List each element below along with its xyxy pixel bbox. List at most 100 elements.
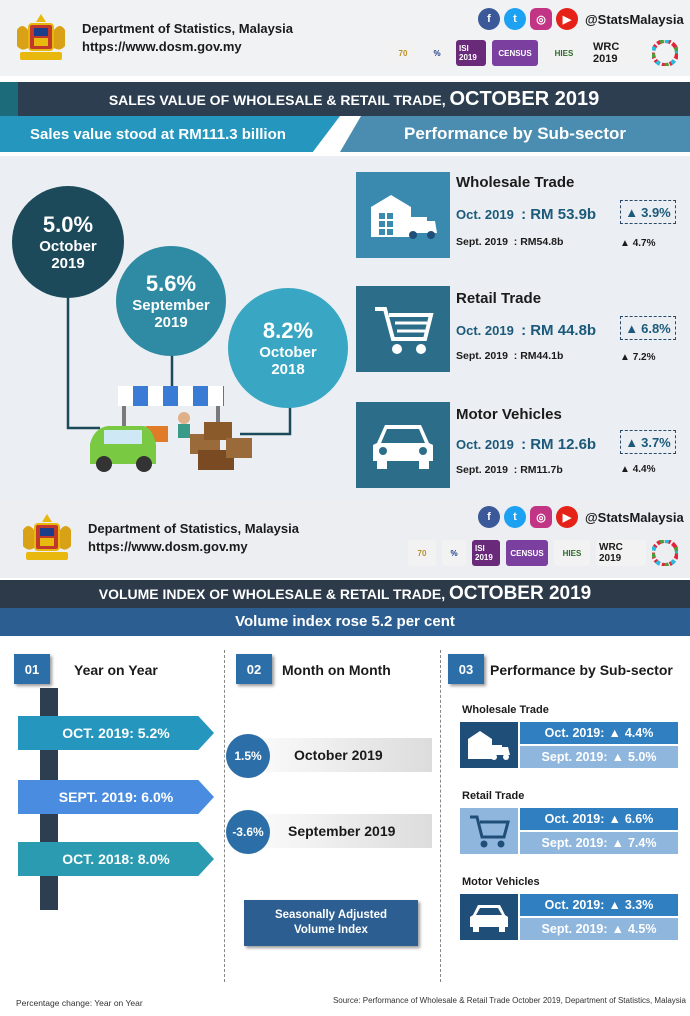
circle-year: 2019 — [51, 255, 85, 272]
sept-pct: 4.7% — [632, 238, 656, 249]
car-icon — [460, 894, 518, 940]
arrow-up-icon: ▲ — [608, 812, 621, 826]
arrow-up-icon: ▲ — [625, 320, 639, 336]
arrow-up-icon: ▲ — [611, 922, 624, 936]
oct-value: : RM 44.8b — [521, 322, 597, 339]
market-stall-illustration — [90, 386, 252, 472]
arrow-up-icon: ▲ — [620, 238, 630, 249]
ps-sept-pct: 4.5% — [627, 922, 657, 936]
hies-logo: HIES — [554, 540, 590, 566]
isi-logo: ISI 2019 — [456, 40, 486, 66]
volume-title-band: VOLUME INDEX OF WHOLESALE & RETAIL TRADE… — [0, 580, 690, 608]
ps-sept-label: Sept. 2019: — [541, 922, 608, 936]
instagram-icon[interactable]: ◎ — [530, 506, 552, 528]
circle-oct-2018: 8.2% October 2018 — [228, 288, 348, 408]
arrow-up-icon: ▲ — [620, 464, 630, 475]
sector-retail: Retail Trade Oct. 2019 : RM 44.8b ▲ 6.8% … — [356, 286, 690, 374]
header: Department of Statistics, Malaysia https… — [0, 0, 690, 76]
sector-wholesale: Wholesale Trade Oct. 2019 : RM 53.9b ▲ 3.… — [356, 172, 690, 260]
oct-pct: 3.9% — [641, 204, 671, 220]
ps-retail-sept: Sept. 2019: ▲ 7.4% — [520, 832, 678, 854]
source-note: Source: Performance of Wholesale & Retai… — [332, 996, 686, 1005]
oct-value: : RM 12.6b — [521, 436, 597, 453]
isi-logo: ISI 2019 — [472, 540, 500, 566]
oct-pct-box: ▲ 6.8% — [620, 316, 676, 340]
sales-perf-title: Performance by Sub-sector — [340, 116, 690, 152]
circle-pct: 8.2% — [262, 318, 314, 343]
social-handle[interactable]: @StatsMalaysia — [585, 11, 684, 27]
department-url[interactable]: https://www.dosm.gov.my — [88, 539, 248, 554]
divider-right — [440, 650, 441, 982]
youtube-icon[interactable]: ▶ — [556, 506, 578, 528]
circle-year: 2018 — [271, 361, 305, 378]
census-logo: CENSUS — [492, 40, 538, 66]
ps-motor-label: Motor Vehicles — [462, 876, 540, 888]
instagram-icon[interactable]: ◎ — [530, 8, 552, 30]
mom-pct-oct: 1.5% — [226, 734, 270, 778]
oct-label: Oct. 2019 — [456, 323, 514, 338]
social-bar: f t ◎ ▶ @StatsMalaysia — [478, 506, 684, 528]
circle-label: October — [39, 238, 97, 255]
sa-line1: Seasonally Adjusted — [274, 909, 388, 921]
arrow-up-icon: ▲ — [608, 898, 621, 912]
department-url[interactable]: https://www.dosm.gov.my — [82, 39, 242, 54]
section-number-03: 03 — [448, 654, 484, 684]
arrow-up-icon: ▲ — [620, 352, 630, 363]
circle-oct-2019: 5.0% October 2019 — [12, 186, 124, 298]
anniversary-logo: 70 — [408, 540, 436, 566]
sector-name: Retail Trade — [456, 290, 542, 307]
yoy-ribbon-oct-2018: OCT. 2018: 8.0% — [18, 842, 214, 876]
oct-pct: 6.8% — [641, 320, 671, 336]
oct-pct: 3.7% — [641, 434, 671, 450]
facebook-icon[interactable]: f — [478, 8, 500, 30]
ps-sept-pct: 7.4% — [627, 836, 657, 850]
statistics-logo: % — [424, 40, 450, 66]
ps-oct-label: Oct. 2019: — [544, 812, 605, 826]
sa-line2: Volume Index — [294, 924, 368, 936]
partner-logos: 70 % ISI 2019 CENSUS HIES WRC 2019 — [408, 540, 678, 566]
twitter-icon[interactable]: t — [504, 8, 526, 30]
sept-label: Sept. 2019 — [456, 236, 508, 248]
ps-wholesale-oct: Oct. 2019: ▲ 4.4% — [520, 722, 678, 744]
wrc-logo: WRC 2019 — [590, 40, 646, 66]
circle-year: 2019 — [154, 314, 188, 331]
ps-motor-oct: Oct. 2019: ▲ 3.3% — [520, 894, 678, 916]
car-icon — [356, 402, 450, 488]
arrow-up-icon: ▲ — [625, 434, 639, 450]
volume-title-month: OCTOBER 2019 — [449, 583, 592, 604]
ps-motor-sept: Sept. 2019: ▲ 4.5% — [520, 918, 678, 940]
ps-sept-label: Sept. 2019: — [541, 836, 608, 850]
social-handle[interactable]: @StatsMalaysia — [585, 509, 684, 525]
ps-wholesale-label: Wholesale Trade — [462, 704, 549, 716]
sept-value: : RM11.7b — [513, 464, 563, 476]
facebook-icon[interactable]: f — [478, 506, 500, 528]
mom-label: October 2019 — [294, 747, 383, 763]
circle-pct: 5.6% — [145, 271, 197, 296]
ps-retail-label: Retail Trade — [462, 790, 525, 802]
statistics-logo: % — [442, 540, 466, 566]
arrow-up-icon: ▲ — [625, 204, 639, 220]
ps-wholesale-sept: Sept. 2019: ▲ 5.0% — [520, 746, 678, 768]
mom-label: September 2019 — [288, 823, 396, 839]
header-second: Department of Statistics, Malaysia https… — [0, 500, 690, 578]
sept-pct: 7.2% — [632, 352, 656, 363]
sales-title-prefix: SALES VALUE OF WHOLESALE & RETAIL TRADE, — [108, 92, 450, 108]
sdg-wheel-icon — [652, 40, 678, 66]
ps-oct-pct: 3.3% — [624, 898, 654, 912]
hies-logo: HIES — [544, 40, 584, 66]
circle-label: October — [259, 344, 317, 361]
department-name: Department of Statistics, Malaysia — [82, 21, 293, 36]
sept-label: Sept. 2019 — [456, 464, 508, 476]
arrow-up-icon: ▲ — [611, 750, 624, 764]
ps-oct-pct: 6.6% — [624, 812, 654, 826]
department-name: Department of Statistics, Malaysia — [88, 521, 299, 536]
divider-left — [224, 650, 225, 982]
twitter-icon[interactable]: t — [504, 506, 526, 528]
ps-oct-label: Oct. 2019: — [544, 898, 605, 912]
youtube-icon[interactable]: ▶ — [556, 8, 578, 30]
ps-sept-label: Sept. 2019: — [541, 750, 608, 764]
sept-label: Sept. 2019 — [456, 350, 508, 362]
circle-sept-2019: 5.6% September 2019 — [116, 246, 226, 356]
sector-name: Motor Vehicles — [456, 406, 562, 423]
sept-value: : RM54.8b — [513, 236, 564, 248]
